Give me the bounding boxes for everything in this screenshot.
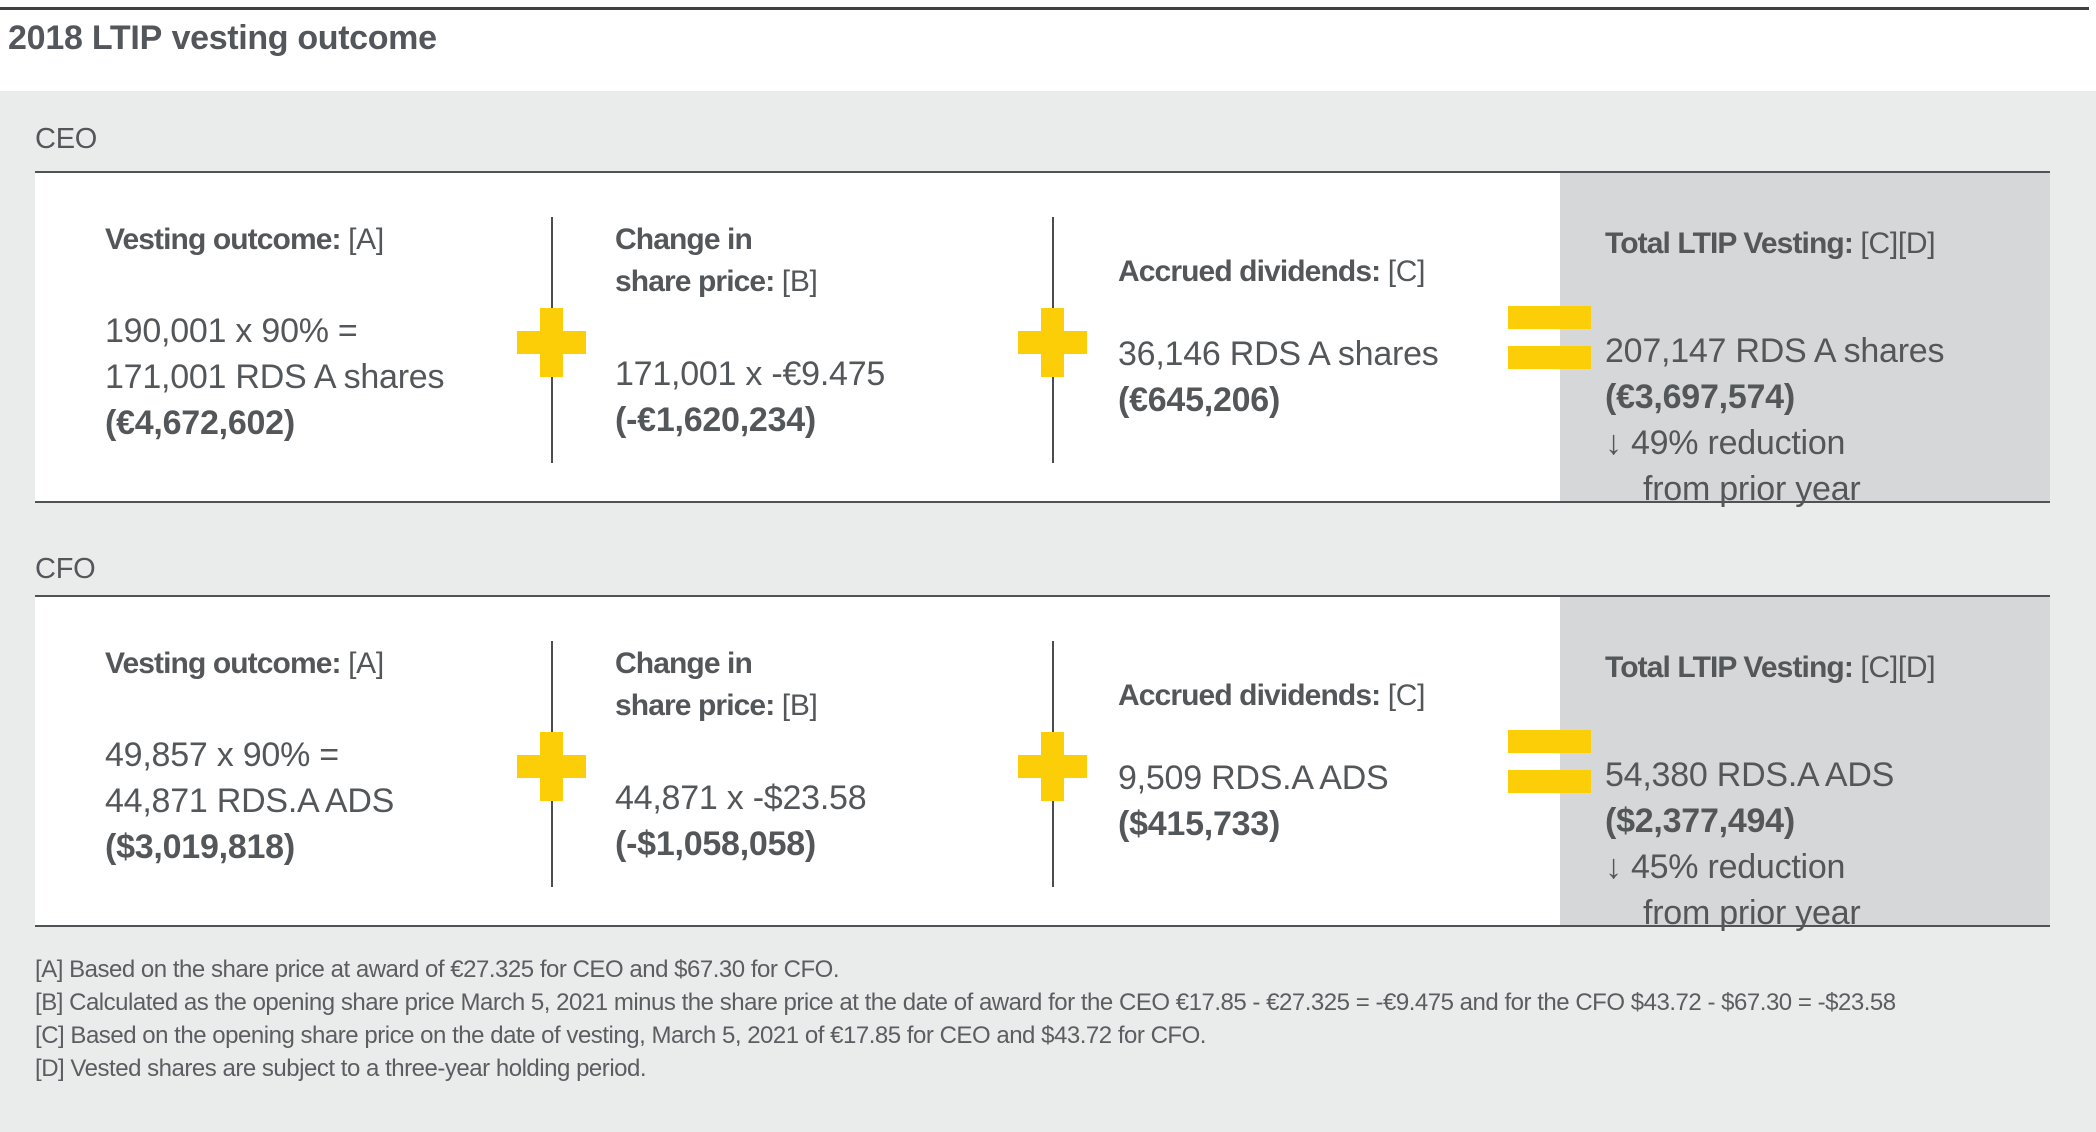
total-shares-line: 54,380 RDS.A ADS — [1605, 756, 1895, 794]
vesting-outcome-heading: Vesting outcome: [A] — [105, 219, 444, 261]
change-share-price-body: 44,871 x -$23.58 (-$1,058,058) — [615, 775, 867, 867]
accrued-dividends-heading: Accrued dividends: [C] — [1118, 251, 1439, 293]
accrued-dividends-note: [C] — [1387, 255, 1426, 288]
accrued-dividends-heading-text: Accrued dividends: — [1118, 255, 1381, 288]
reduction-line: ↓ 49% reduction — [1605, 424, 1846, 462]
change-share-price-heading: Change in share price: [B] — [615, 219, 885, 303]
plus-icon — [1018, 732, 1087, 801]
equals-bar-bottom — [1508, 346, 1591, 369]
content-band: CEO Vesting outcome: [A] 190,001 x 90% = … — [0, 91, 2096, 1132]
footnote-c: [C] Based on the opening share price on … — [35, 1022, 1206, 1049]
equals-icon — [1508, 306, 1591, 369]
change-heading-line2: share price: [B] — [615, 685, 866, 727]
total-ltip-body: 207,147 RDS A shares (€3,697,574) ↓ 49% … — [1605, 328, 1944, 512]
accrued-dividends-body: 36,146 RDS A shares (€645,206) — [1118, 331, 1439, 423]
total-ltip-heading: Total LTIP Vesting: [C][D] — [1605, 647, 1936, 689]
page-header: 2018 LTIP vesting outcome — [0, 0, 2096, 91]
total-ltip-body: 54,380 RDS.A ADS ($2,377,494) ↓ 45% redu… — [1605, 752, 1935, 936]
footnote-b: [B] Calculated as the opening share pric… — [35, 989, 1896, 1016]
section-label-cfo: CFO — [35, 553, 96, 585]
plus-icon — [517, 308, 586, 377]
accrued-dividends-body: 9,509 RDS.A ADS ($415,733) — [1118, 755, 1425, 847]
dividends-shares-line: 36,146 RDS A shares — [1118, 335, 1439, 373]
vesting-outcome-note: [A] — [348, 647, 384, 680]
change-heading-line1: Change in — [615, 647, 753, 680]
change-note: [B] — [781, 265, 818, 298]
change-calc-line: 171,001 x -€9.475 — [615, 355, 886, 393]
footnote-a: [A] Based on the share price at award of… — [35, 956, 840, 983]
cfo-total-panel — [1560, 597, 2050, 925]
plus-bar-vertical — [540, 732, 563, 801]
vesting-shares-line: 44,871 RDS.A ADS — [105, 782, 395, 820]
cfo-total-vesting-column: Total LTIP Vesting: [C][D] 54,380 RDS.A A… — [1605, 647, 1936, 936]
equals-bar-top — [1508, 306, 1591, 329]
total-ltip-heading-text: Total LTIP Vesting: — [1605, 651, 1854, 684]
change-heading-line2-text: share price: — [615, 265, 775, 298]
cfo-vesting-outcome-column: Vesting outcome: [A] 49,857 x 90% = 44,87… — [105, 643, 394, 870]
ceo-total-vesting-column: Total LTIP Vesting: [C][D] 207,147 RDS A … — [1605, 223, 1944, 512]
total-ltip-note: [C][D] — [1860, 651, 1936, 684]
cfo-card: Vesting outcome: [A] 49,857 x 90% = 44,87… — [35, 595, 2050, 932]
ceo-card: Vesting outcome: [A] 190,001 x 90% = 171,… — [35, 171, 2050, 508]
total-amount: ($2,377,494) — [1605, 802, 1795, 840]
dividends-shares-line: 9,509 RDS.A ADS — [1118, 759, 1389, 797]
cfo-accrued-dividends-column: Accrued dividends: [C] 9,509 RDS.A ADS ($… — [1118, 675, 1425, 847]
ceo-total-panel — [1560, 173, 2050, 501]
change-share-price-body: 171,001 x -€9.475 (-€1,620,234) — [615, 351, 885, 443]
vesting-calc-line: 190,001 x 90% = — [105, 312, 358, 350]
equals-bar-top — [1508, 730, 1591, 753]
vesting-outcome-body: 190,001 x 90% = 171,001 RDS A shares (€4… — [105, 308, 444, 446]
plus-icon — [1018, 308, 1087, 377]
ceo-change-share-price-column: Change in share price: [B] 171,001 x -€9.… — [615, 219, 885, 443]
ceo-accrued-dividends-column: Accrued dividends: [C] 36,146 RDS A share… — [1118, 251, 1439, 423]
change-note: [B] — [781, 689, 818, 722]
dividends-amount: (€645,206) — [1118, 381, 1281, 419]
dividends-amount: ($415,733) — [1118, 805, 1281, 843]
equals-icon — [1508, 730, 1591, 793]
vesting-outcome-note: [A] — [348, 223, 384, 256]
accrued-dividends-heading-text: Accrued dividends: — [1118, 679, 1381, 712]
title-rest: vesting outcome — [171, 19, 437, 57]
plus-bar-vertical — [1041, 732, 1064, 801]
plus-icon — [517, 732, 586, 801]
change-share-price-heading: Change in share price: [B] — [615, 643, 866, 727]
plus-bar-vertical — [1041, 308, 1064, 377]
vesting-outcome-heading-text: Vesting outcome: — [105, 223, 342, 256]
accrued-dividends-heading: Accrued dividends: [C] — [1118, 675, 1425, 717]
total-shares-line: 207,147 RDS A shares — [1605, 332, 1945, 370]
reduction-line-2: from prior year — [1643, 894, 1861, 932]
page-title: 2018 LTIP vesting outcome — [8, 18, 437, 58]
change-amount: (-€1,620,234) — [615, 401, 817, 439]
total-ltip-heading: Total LTIP Vesting: [C][D] — [1605, 223, 1944, 265]
footnotes: [A] Based on the share price at award of… — [35, 953, 2050, 1085]
change-heading-line2-text: share price: — [615, 689, 775, 722]
change-heading-line1: Change in — [615, 223, 753, 256]
total-ltip-heading-text: Total LTIP Vesting: — [1605, 227, 1854, 260]
title-bold: 2018 LTIP — [8, 19, 163, 57]
total-ltip-note: [C][D] — [1860, 227, 1936, 260]
plus-bar-vertical — [540, 308, 563, 377]
change-amount: (-$1,058,058) — [615, 825, 817, 863]
accrued-dividends-note: [C] — [1387, 679, 1426, 712]
section-label-ceo: CEO — [35, 123, 98, 155]
footnote-d: [D] Vested shares are subject to a three… — [35, 1055, 647, 1082]
equals-bar-bottom — [1508, 770, 1591, 793]
vesting-amount: ($3,019,818) — [105, 828, 295, 866]
total-amount: (€3,697,574) — [1605, 378, 1795, 416]
change-heading-line2: share price: [B] — [615, 261, 885, 303]
change-calc-line: 44,871 x -$23.58 — [615, 779, 867, 817]
vesting-shares-line: 171,001 RDS A shares — [105, 358, 445, 396]
vesting-calc-line: 49,857 x 90% = — [105, 736, 339, 774]
reduction-line: ↓ 45% reduction — [1605, 848, 1846, 886]
vesting-outcome-heading-text: Vesting outcome: — [105, 647, 342, 680]
vesting-amount: (€4,672,602) — [105, 404, 295, 442]
vesting-outcome-body: 49,857 x 90% = 44,871 RDS.A ADS ($3,019,… — [105, 732, 394, 870]
top-rule — [0, 7, 2089, 10]
ceo-vesting-outcome-column: Vesting outcome: [A] 190,001 x 90% = 171,… — [105, 219, 444, 446]
vesting-outcome-heading: Vesting outcome: [A] — [105, 643, 394, 685]
reduction-line-2: from prior year — [1643, 470, 1861, 508]
cfo-change-share-price-column: Change in share price: [B] 44,871 x -$23.… — [615, 643, 867, 867]
